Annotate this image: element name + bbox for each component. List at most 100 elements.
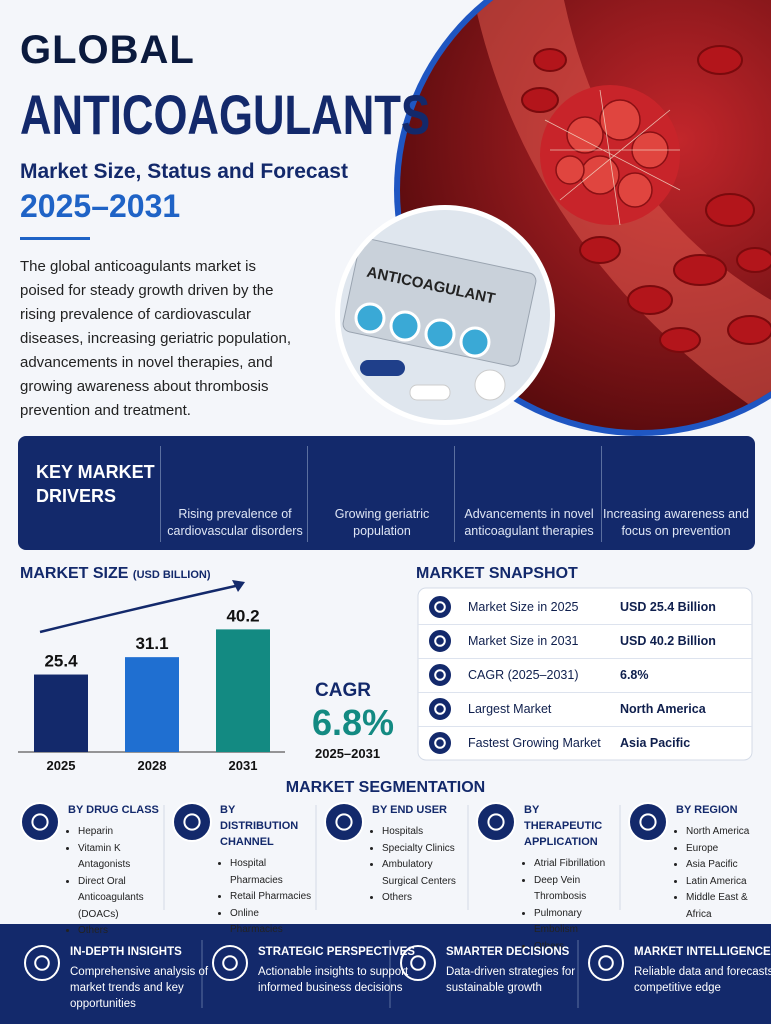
- segment-item: Others: [78, 923, 160, 940]
- segment: BY DISTRIBUTION CHANNEL Hospital Pharmaci…: [172, 802, 312, 939]
- segment-item: Hospitals: [382, 824, 464, 841]
- icon: [588, 945, 624, 981]
- footer-item: STRATEGIC PERSPECTIVES Actionable insight…: [258, 944, 428, 996]
- snapshot-value: USD 40.2 Billion: [620, 634, 716, 648]
- icon-glyph: [434, 669, 446, 681]
- icon-glyph: [434, 703, 446, 715]
- footer-text: Actionable insights to support informed …: [258, 966, 409, 994]
- snapshot-label: Market Size in 2025: [468, 600, 579, 614]
- segment-item: Direct Oral Anticoagulants (DOACs): [78, 874, 160, 924]
- cagr-value: 6.8%: [312, 702, 395, 743]
- growth-arrow: [39, 583, 241, 634]
- icon-glyph: [31, 813, 49, 831]
- segment: BY END USER HospitalsSpecialty ClinicsAmb…: [324, 802, 464, 907]
- icon: [427, 594, 453, 620]
- driver: Increasing awareness and focus on preven…: [601, 446, 750, 542]
- icon-glyph: [222, 955, 238, 971]
- icon-glyph: [183, 813, 201, 831]
- segment-title: BY THERAPEUTIC APPLICATION: [524, 804, 603, 848]
- icon: [324, 802, 364, 842]
- driver: Rising prevalence of cardiovascular diso…: [160, 446, 309, 542]
- segment-list: HospitalsSpecialty ClinicsAmbulatory Sur…: [324, 824, 464, 907]
- snapshot-row: Fastest Growing Market Asia Pacific: [418, 726, 752, 760]
- driver: Advancements in novel anticoagulant ther…: [454, 446, 603, 542]
- bar-label: 40.2: [226, 606, 259, 625]
- snapshot-row: Market Size in 2025 USD 25.4 Billion: [418, 590, 752, 625]
- segment-item: Latin America: [686, 874, 768, 891]
- icon-glyph: [34, 955, 50, 971]
- icon-glyph: [434, 635, 446, 647]
- segment-item: Europe: [686, 841, 768, 858]
- segment-item: Online Pharmacies: [230, 906, 312, 939]
- footer-band: [0, 924, 771, 1024]
- icon: [400, 945, 436, 981]
- snapshot-value: 6.8%: [620, 668, 649, 682]
- icon: [427, 696, 453, 722]
- icon-glyph: [335, 813, 353, 831]
- segment-item: Atrial Fibrillation: [534, 856, 616, 873]
- icon: [20, 802, 60, 842]
- driver: Growing geriatric population: [307, 446, 456, 542]
- driver-text: Advancements in novel anticoagulant ther…: [464, 507, 594, 538]
- icon: [476, 802, 516, 842]
- snapshot-row: Market Size in 2031 USD 40.2 Billion: [418, 624, 752, 659]
- drivers-title: KEY MARKET DRIVERS: [36, 462, 155, 506]
- footer-title: STRATEGIC PERSPECTIVES: [258, 946, 415, 958]
- segment-title: BY DRUG CLASS: [68, 804, 159, 816]
- segment-item: Asia Pacific: [686, 857, 768, 874]
- snapshot-row: CAGR (2025–2031) 6.8%: [418, 658, 752, 693]
- snapshot-label: Largest Market: [468, 702, 552, 716]
- snapshot-value: USD 25.4 Billion: [620, 600, 716, 614]
- segment-item: Ambulatory Surgical Centers: [382, 857, 464, 890]
- snapshot-label: Market Size in 2031: [468, 634, 579, 648]
- snapshot-value: North America: [620, 702, 706, 716]
- driver-text: Growing geriatric population: [334, 507, 430, 538]
- icon: [24, 945, 60, 981]
- snapshot-label: Fastest Growing Market: [468, 736, 601, 750]
- segment-item: Deep Vein Thrombosis: [534, 873, 616, 906]
- x-label: 2028: [138, 758, 167, 773]
- icon: [212, 945, 248, 981]
- icon-glyph: [434, 601, 446, 613]
- subtitle: Market Size, Status and Forecast: [20, 160, 348, 183]
- footer-item: MARKET INTELLIGENCE Reliable data and for…: [634, 944, 771, 996]
- x-label: 2025: [47, 758, 76, 773]
- bar: [216, 629, 270, 752]
- icon: [427, 628, 453, 654]
- segment-item: Others: [382, 890, 464, 907]
- driver-text: Increasing awareness and focus on preven…: [603, 507, 749, 538]
- icon-glyph: [598, 955, 614, 971]
- icon-glyph: [487, 813, 505, 831]
- footer-text: Data-driven strategies for sustainable g…: [446, 966, 576, 994]
- segment-item: Vitamin K Antagonists: [78, 841, 160, 874]
- bar-label: 31.1: [135, 634, 168, 653]
- segment-title: BY END USER: [372, 804, 447, 816]
- segment-item: Heparin: [78, 824, 160, 841]
- unit: (USD BILLION): [132, 569, 211, 581]
- footer-item: IN-DEPTH INSIGHTS Comprehensive analysis …: [70, 944, 240, 1012]
- icon: [427, 662, 453, 688]
- divider: [20, 237, 90, 240]
- snapshot-box: [417, 587, 753, 761]
- arrow-head: [232, 580, 245, 592]
- segment: BY DRUG CLASS HeparinVitamin K Antagonist…: [20, 802, 160, 940]
- icon-glyph: [639, 813, 657, 831]
- segment-item: Others: [534, 939, 616, 956]
- snapshot-value: Asia Pacific: [620, 736, 691, 750]
- drivers-band: [18, 436, 755, 550]
- segment-list: Hospital PharmaciesRetail PharmaciesOnli…: [172, 856, 312, 939]
- segment-list: Atrial FibrillationDeep Vein ThrombosisP…: [476, 856, 616, 955]
- description: The global anticoagulants market is pois…: [20, 258, 291, 419]
- market-size-title: MARKET SIZE (USD BILLION): [20, 565, 211, 583]
- icon-glyph: [434, 737, 446, 749]
- footer-text: Reliable data and forecasts for a compet…: [634, 966, 771, 994]
- title-line2: ANTICOAGULANTS: [20, 83, 431, 146]
- cagr-label: CAGR: [315, 680, 371, 701]
- driver-text: Rising prevalence of cardiovascular diso…: [167, 507, 303, 538]
- segment-item: Specialty Clinics: [382, 841, 464, 858]
- icon: [172, 802, 212, 842]
- segment-title: BY DISTRIBUTION CHANNEL: [220, 804, 299, 848]
- footer-title: SMARTER DECISIONS: [446, 946, 570, 958]
